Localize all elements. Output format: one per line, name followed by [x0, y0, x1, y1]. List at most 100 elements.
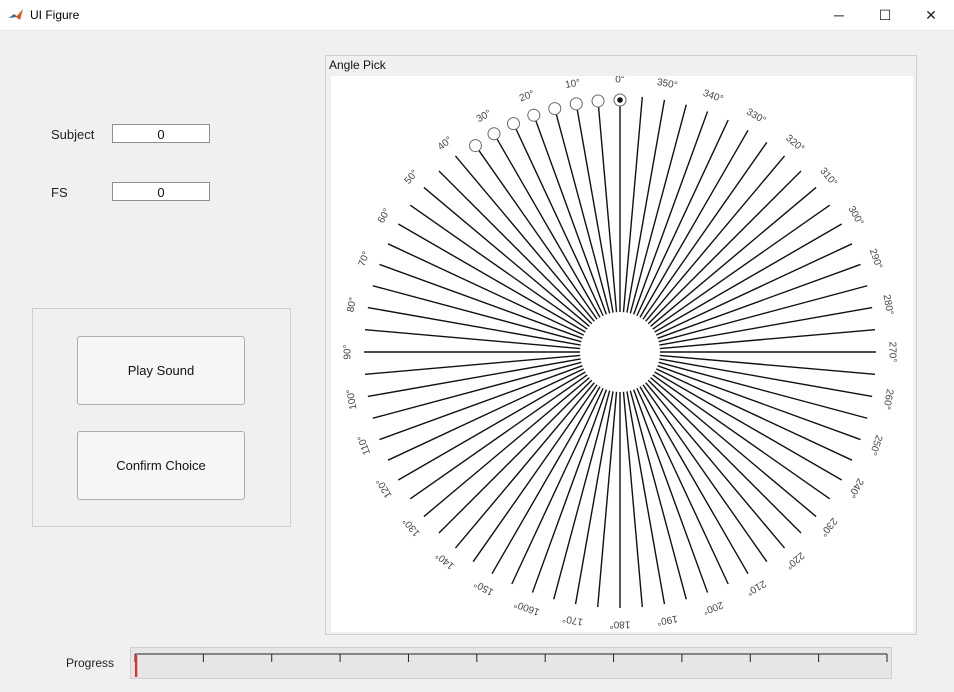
- spoke-line: [659, 358, 873, 398]
- angle-label: 50°: [403, 168, 421, 187]
- confirm-choice-button[interactable]: Confirm Choice: [77, 431, 245, 500]
- angle-label: 250°: [867, 433, 884, 456]
- spoke-line: [531, 389, 607, 593]
- angle-label: 140°: [434, 549, 457, 571]
- angle-radio-button[interactable]: [507, 117, 521, 131]
- spoke-line: [531, 111, 607, 315]
- angle-label: 150°: [472, 578, 495, 598]
- angle-label: 300°: [846, 204, 866, 227]
- spoke-line: [639, 386, 749, 575]
- spoke-line: [438, 379, 593, 534]
- angle-label: 270°: [886, 342, 897, 363]
- spoke-line: [491, 386, 601, 575]
- angle-radio-selected-dot: [617, 97, 623, 103]
- spoke-line: [379, 263, 583, 339]
- minimize-button[interactable]: ─: [834, 7, 844, 23]
- close-button[interactable]: ✕: [925, 6, 937, 23]
- spoke-line: [626, 99, 666, 313]
- spoke-line: [409, 374, 588, 500]
- spoke-line: [647, 379, 802, 534]
- maximize-button[interactable]: ☐: [878, 6, 892, 23]
- angle-radio-button[interactable]: [527, 108, 541, 122]
- spoke-line: [633, 389, 709, 593]
- angle-label: 1600°: [513, 598, 541, 617]
- angle-radio-button[interactable]: [569, 97, 583, 111]
- spoke-line: [397, 223, 586, 333]
- angle-label: 170°: [562, 613, 584, 627]
- angle-label: 200°: [701, 599, 724, 616]
- spoke-line: [472, 141, 598, 320]
- spoke-line: [511, 119, 604, 317]
- spoke-line: [650, 186, 817, 327]
- angle-label: 10°: [564, 78, 581, 91]
- fs-field[interactable]: 0: [112, 182, 210, 201]
- spoke-line: [596, 391, 618, 608]
- angle-label: 180°: [610, 618, 631, 629]
- spoke-line: [658, 361, 868, 419]
- angle-dial-graphic: 0° 10° 20° 30° 40° 50° 60° 70° 80° 90° 100° 110° 120…: [343, 76, 898, 629]
- spoke-line: [553, 390, 611, 600]
- spoke-line: [633, 111, 709, 315]
- angle-label: 100°: [345, 388, 359, 410]
- spoke-line: [511, 387, 604, 585]
- angle-label: 60°: [376, 207, 393, 226]
- progress-fill: [135, 655, 138, 677]
- spoke-line: [622, 96, 644, 313]
- angle-label: 120°: [375, 476, 395, 499]
- spoke-line: [659, 306, 873, 346]
- spoke-line: [574, 391, 614, 605]
- subject-field[interactable]: 0: [112, 124, 210, 143]
- angle-label: 80°: [346, 296, 359, 313]
- angle-label: 220°: [783, 549, 806, 571]
- angle-label: 70°: [357, 250, 373, 268]
- spoke-line: [454, 155, 595, 322]
- angle-label: 90°: [343, 344, 354, 359]
- spoke-line: [372, 361, 582, 419]
- angle-label: 330°: [744, 107, 767, 127]
- angle-label: 110°: [356, 434, 373, 457]
- matlab-app-icon: [8, 7, 24, 23]
- spoke-line: [639, 129, 749, 318]
- angle-label: 310°: [817, 166, 839, 189]
- spoke-line: [367, 358, 581, 398]
- spoke-line: [658, 285, 868, 343]
- controls-panel: Play Sound Confirm Choice: [32, 308, 291, 527]
- angle-label: 320°: [783, 133, 806, 155]
- angle-dial[interactable]: 0° 10° 20° 30° 40° 50° 60° 70° 80° 90° 100° 110° 120…: [331, 76, 913, 632]
- angle-radio-button[interactable]: [487, 127, 501, 141]
- angle-pick-panel: Angle Pick 0° 10° 20° 30° 40° 50° 60° 70° 80° 90°…: [325, 55, 917, 635]
- spoke-line: [654, 371, 843, 481]
- spoke-line: [491, 129, 601, 318]
- spoke-line: [659, 354, 876, 376]
- spoke-line: [645, 382, 786, 549]
- spoke-line: [553, 104, 611, 314]
- spoke-line: [364, 354, 581, 376]
- title-bar: UI Figure ─ ☐ ✕: [0, 0, 954, 31]
- angle-label: 210°: [744, 578, 767, 598]
- spoke-line: [626, 391, 666, 605]
- spoke-line: [409, 204, 588, 330]
- spoke-line: [379, 365, 583, 441]
- angle-radio-button[interactable]: [591, 94, 605, 108]
- spoke-line: [650, 377, 817, 518]
- spoke-line: [372, 285, 582, 343]
- spoke-line: [655, 368, 853, 461]
- angle-label: 290°: [867, 247, 884, 270]
- play-sound-button[interactable]: Play Sound: [77, 336, 245, 405]
- spoke-line: [642, 384, 768, 563]
- progress-label: Progress: [66, 656, 115, 670]
- angle-pick-title: Angle Pick: [329, 58, 386, 72]
- spoke-line: [367, 306, 581, 346]
- spoke-line: [657, 365, 861, 441]
- angle-label: 190°: [656, 613, 678, 627]
- spoke-line: [652, 204, 831, 330]
- angle-radio-button[interactable]: [468, 139, 482, 153]
- spoke-line: [652, 374, 831, 500]
- spoke-line: [629, 390, 687, 600]
- progress-graphic: [134, 653, 888, 677]
- spoke-line: [596, 96, 618, 313]
- fs-label: FS: [51, 185, 68, 200]
- angle-radio-button[interactable]: [548, 102, 562, 116]
- spoke-line: [472, 384, 598, 563]
- spoke-line: [636, 387, 729, 585]
